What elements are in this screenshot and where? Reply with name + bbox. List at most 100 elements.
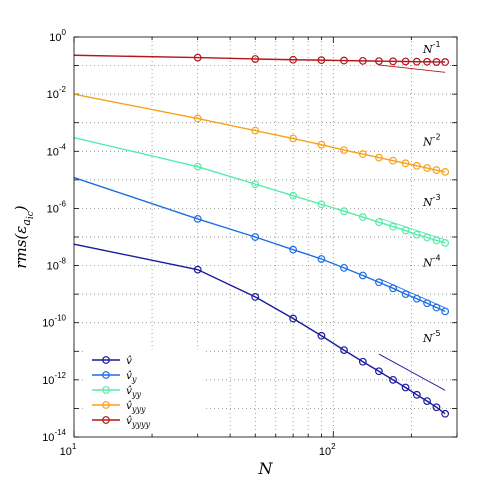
data-point (193, 265, 202, 274)
data-point (289, 191, 298, 200)
data-point (193, 162, 202, 171)
legend-label: v̂y (126, 370, 137, 384)
data-point (193, 53, 202, 62)
data-point (432, 166, 441, 174)
data-point (375, 218, 383, 227)
data-point (441, 58, 450, 66)
data-point (375, 57, 383, 66)
slope-line (378, 278, 446, 309)
legend-label-subscript: yy (131, 390, 142, 399)
y-tick-label-base: 10 (47, 146, 59, 158)
slope-label-base: N (422, 136, 433, 149)
data-point (389, 156, 397, 165)
y-tick-label-exp: -14 (54, 428, 66, 437)
y-tick-label-exp: 0 (62, 28, 67, 37)
legend-label-name: v̂ (126, 370, 132, 382)
y-axis-title-subsub: ic (26, 211, 36, 219)
y-tick-label: 100 (49, 28, 66, 44)
data-point (340, 146, 348, 155)
y-tick-label: 10-12 (42, 371, 66, 387)
data-point (412, 57, 421, 66)
slope-label-base: N (422, 332, 433, 345)
data-point (432, 403, 441, 412)
y-axis-title-main: rms(ε (12, 226, 30, 269)
data-point (251, 233, 260, 241)
legend-label-name: v̂ (126, 415, 132, 427)
legend-item: v̂y (92, 370, 137, 384)
data-point (375, 153, 383, 162)
y-tick-label-base: 10 (42, 375, 54, 387)
data-point (251, 55, 260, 63)
legend-swatch-marker (102, 386, 110, 394)
data-point (358, 150, 367, 158)
series-line (73, 176, 446, 312)
data-point (401, 57, 410, 66)
data-point (432, 58, 441, 66)
data-point (317, 200, 326, 209)
slope-line (378, 157, 446, 173)
y-tick-label-base: 10 (47, 203, 59, 215)
data-point (389, 375, 397, 384)
data-point (317, 331, 326, 340)
data-point (340, 346, 348, 355)
slope-label-base: N (422, 196, 433, 209)
y-tick-label: 10-6 (47, 199, 67, 215)
data-point (193, 114, 202, 123)
slope-label-exp: -3 (433, 193, 441, 202)
legend-label-subscript: yyyy (131, 420, 151, 429)
data-point (423, 164, 431, 172)
legend-label-name: v̂ (126, 400, 132, 412)
data-point (441, 409, 450, 418)
legend-label: v̂yy (126, 385, 141, 399)
legend-item: v̂yyy (92, 400, 146, 414)
legend-swatch-marker (102, 356, 110, 364)
legend-swatch-marker (102, 371, 110, 379)
y-tick-label-exp: -2 (59, 85, 67, 94)
slope-label-base: N (422, 257, 433, 270)
slope-layer: N-5N-4N-3N-2N-1 (378, 40, 446, 391)
data-point (317, 56, 326, 65)
slope-line (378, 64, 446, 73)
y-tick-label-base: 10 (42, 318, 54, 330)
y-axis-title-sub: a (20, 219, 33, 226)
data-point (401, 159, 410, 168)
series-line (73, 54, 446, 63)
slope-label: N-1 (422, 40, 441, 56)
data-point (289, 134, 298, 143)
slope-label: N-3 (422, 193, 441, 209)
data-point (423, 397, 431, 406)
data-point (317, 140, 326, 149)
legend-label: v̂ (126, 355, 132, 367)
y-tick-label-exp: -4 (59, 142, 67, 151)
series-2 (73, 136, 450, 247)
legend-item: v̂yy (92, 385, 141, 399)
legend-label-name: v̂ (126, 385, 132, 397)
slope-label-exp: -5 (433, 329, 441, 338)
series-line (73, 136, 446, 244)
data-point (401, 383, 410, 392)
data-point (412, 390, 421, 399)
x-tick-label: 102 (319, 442, 336, 458)
legend-item: v̂yyyy (92, 415, 150, 429)
data-point (289, 55, 298, 64)
y-tick-label: 10-14 (42, 428, 66, 444)
data-point (251, 293, 260, 301)
y-tick-label-base: 10 (47, 261, 59, 273)
data-point (389, 222, 397, 231)
data-point (441, 307, 450, 316)
data-point (289, 245, 298, 254)
data-point (251, 126, 260, 135)
legend-label: v̂yyyy (126, 415, 150, 429)
y-tick-label-base: 10 (42, 432, 54, 444)
data-point (358, 357, 367, 366)
legend-label-subscript: y (131, 375, 137, 384)
slope-label: N-4 (422, 254, 441, 270)
legend-swatch-marker (102, 416, 110, 424)
slope-line (378, 217, 446, 241)
x-tick-label-base: 10 (319, 446, 331, 458)
data-point (412, 161, 421, 170)
data-point (423, 57, 431, 66)
